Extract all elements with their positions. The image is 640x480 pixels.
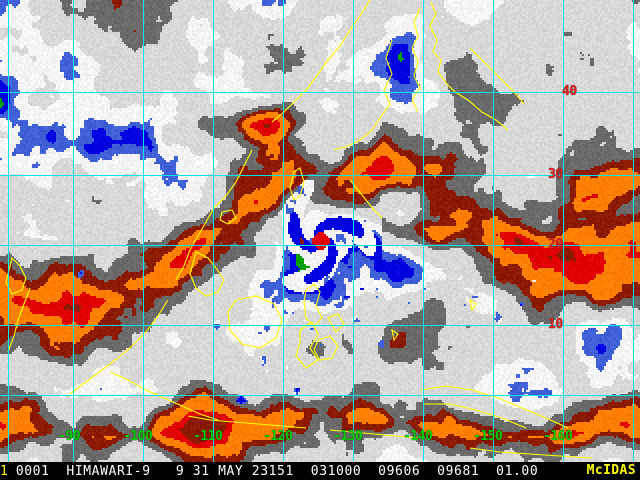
mcidas-brand-label: McIDAS [586,463,636,478]
status-info-bar: 1 0001 HIMAWARI-9 9 31 MAY 23151 031000 … [0,462,640,480]
frame-lead-number: 1 [0,463,8,479]
image-metadata-text: 0001 HIMAWARI-9 9 31 MAY 23151 031000 09… [15,463,539,479]
infrared-raster [0,0,640,462]
satellite-image-canvas[interactable] [0,0,640,462]
